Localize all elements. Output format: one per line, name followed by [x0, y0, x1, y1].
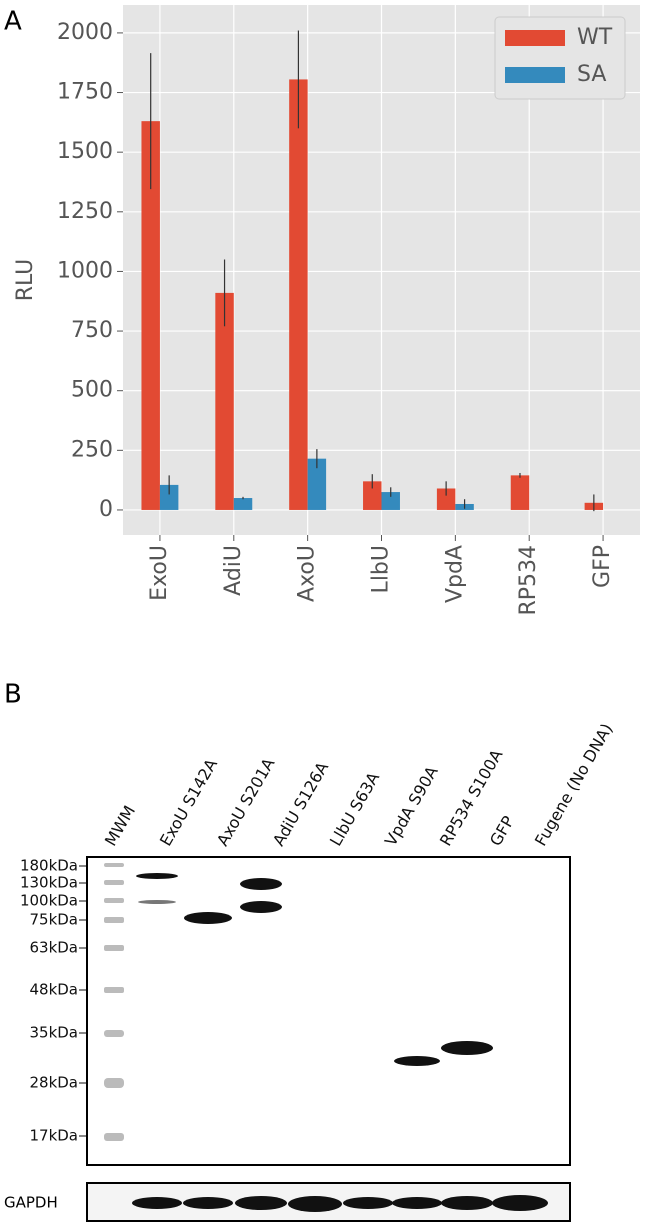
lane-label: LlbU S63A: [326, 769, 383, 849]
bar: [363, 481, 382, 510]
marker-label: 17kDa: [29, 1127, 78, 1145]
lane-label: AxoU S201A: [213, 755, 279, 850]
marker-label: 75kDa: [29, 911, 78, 929]
y-axis-label: RLU: [13, 259, 38, 302]
x-tick-label: AxoU: [295, 545, 320, 602]
x-tick-label: GFP: [590, 545, 615, 588]
marker-label: 35kDa: [29, 1024, 78, 1042]
y-tick-label: 750: [71, 318, 113, 343]
bar: [141, 121, 160, 510]
marker-label: 130kDa: [20, 874, 78, 892]
marker-label: 48kDa: [29, 981, 78, 999]
y-tick-label: 2000: [57, 20, 113, 45]
lane-label: VpdA S90A: [381, 763, 442, 849]
bar: [159, 484, 179, 510]
gapdh-bands: [132, 1195, 548, 1212]
bar: [510, 475, 530, 510]
bars: [141, 30, 604, 512]
x-tick-label: RP534: [516, 545, 541, 616]
y-tick-label: 1500: [57, 139, 113, 164]
bar: [307, 458, 327, 510]
panel-label: A: [4, 7, 22, 37]
y-tick-label: 1000: [57, 258, 113, 283]
x-tick-label: VpdA: [442, 545, 467, 603]
x-tick-label: ExoU: [147, 545, 172, 601]
bar: [215, 292, 234, 510]
grid: 0 250 500 750 1000 1250 1500 1750 2000 ExoU AdiU Ax…: [57, 5, 640, 616]
bar: [436, 488, 456, 510]
x-tick-label: AdiU: [221, 545, 246, 596]
y-tick-label: 500: [71, 378, 113, 403]
lane-label: Fugene (No DNA): [531, 720, 617, 849]
marker-label: 28kDa: [29, 1074, 78, 1092]
legend-swatch: [505, 67, 565, 83]
panel-label: B: [4, 680, 22, 710]
y-tick-label: 250: [71, 437, 113, 462]
marker-label: 180kDa: [20, 857, 78, 875]
ladder: [104, 863, 124, 1141]
marker-label: 100kDa: [20, 892, 78, 910]
blot-membrane: [86, 856, 571, 1166]
lane-label: GFP: [486, 812, 518, 849]
marker-label: 63kDa: [29, 939, 78, 957]
legend-swatch: [505, 30, 565, 46]
bar: [381, 492, 400, 510]
legend-label: WT: [577, 25, 613, 50]
legend-label: SA: [577, 62, 606, 87]
y-tick-label: 0: [99, 497, 113, 522]
bar: [233, 498, 253, 510]
y-tick-label: 1750: [57, 80, 113, 105]
loading-control-label: GAPDH: [4, 1194, 58, 1212]
lane-label: AdiU S126A: [269, 759, 332, 850]
legend: WT SA: [494, 16, 626, 100]
bar: [289, 79, 308, 510]
lane-label: MWM: [101, 802, 139, 849]
lane-label: ExoU S142A: [156, 755, 221, 849]
y-tick-label: 1250: [57, 199, 113, 224]
bands: [136, 873, 493, 1066]
x-tick-label: LlbU: [369, 545, 394, 593]
